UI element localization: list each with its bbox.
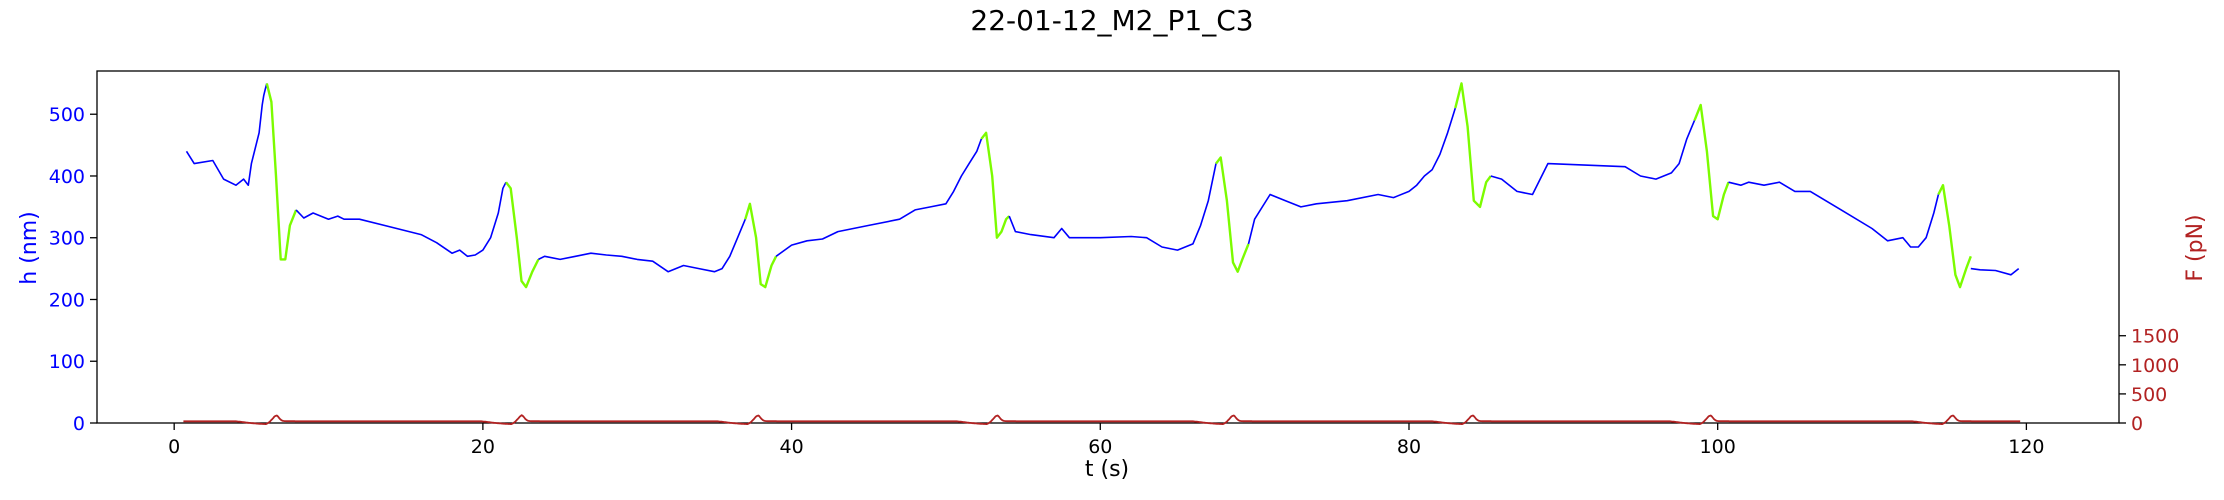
- height-ramp-segment: [1454, 82, 1492, 209]
- y-left-tick-label: 100: [49, 351, 85, 373]
- plot-border: [96, 70, 2120, 424]
- y-axis-right-label: F (pN): [2183, 214, 2208, 281]
- y-axis-right: 0 500 1000 1500: [2119, 326, 2179, 435]
- height-rest-segment: [775, 138, 983, 257]
- height-rest-segment: [538, 218, 747, 273]
- y-left-tick-label: 400: [49, 166, 85, 188]
- height-ramp-segment: [1215, 156, 1250, 273]
- y-right-tick-label: 1500: [2131, 326, 2179, 348]
- x-tick-label: 120: [2008, 436, 2044, 458]
- y-axis-left-label: h (nm): [17, 211, 42, 284]
- y-left-tick-label: 500: [49, 104, 85, 126]
- height-rest-segment: [1247, 107, 1457, 245]
- height-ramp-segment: [980, 131, 1011, 239]
- y-axis-left: 0 100 200 300 400 500: [49, 104, 97, 435]
- x-tick-label: 40: [779, 436, 803, 458]
- x-axis-label: t (s): [1085, 457, 1129, 482]
- height-ramp-segment: [1693, 103, 1730, 221]
- height-ramp-segment: [505, 181, 540, 289]
- x-tick-label: 20: [471, 436, 495, 458]
- data-series: [183, 82, 2021, 426]
- y-right-tick-label: 0: [2131, 413, 2143, 435]
- height-rest-segment: [185, 83, 268, 186]
- y-right-tick-label: 500: [2131, 384, 2167, 406]
- height-ramp-segment: [1937, 183, 1972, 289]
- y-left-tick-label: 300: [49, 228, 85, 250]
- height-rest-segment: [1008, 163, 1217, 251]
- x-axis: 0 20 40 60 80 100 120: [168, 423, 2045, 458]
- plot-area: [96, 70, 2120, 424]
- x-tick-label: 100: [1700, 436, 1736, 458]
- x-tick-label: 0: [168, 436, 180, 458]
- force-line: [183, 414, 2021, 426]
- y-right-tick-label: 1000: [2131, 355, 2179, 377]
- x-tick-label: 80: [1397, 436, 1421, 458]
- height-rest-segment: [1728, 181, 1940, 248]
- y-left-tick-label: 0: [73, 413, 85, 435]
- height-rest-segment: [1970, 267, 2020, 276]
- y-left-tick-label: 200: [49, 289, 85, 311]
- x-tick-label: 60: [1088, 436, 1112, 458]
- height-ramp-segment: [265, 83, 298, 261]
- height-ramp-segment: [744, 202, 778, 289]
- chart-title: 22-01-12_M2_P1_C3: [970, 4, 1253, 37]
- height-rest-segment: [1490, 120, 1696, 196]
- height-rest-segment: [295, 181, 507, 258]
